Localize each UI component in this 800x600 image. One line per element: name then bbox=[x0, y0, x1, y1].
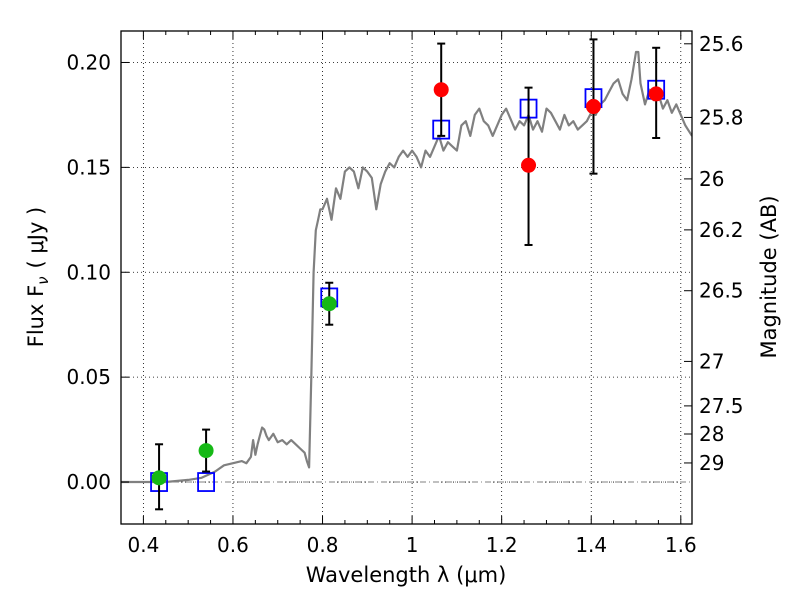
magnitude-tick-label: 25.8 bbox=[699, 105, 744, 129]
y-axis-label: Flux Fν ( μJy ) bbox=[24, 207, 52, 348]
y-tick-label: 0.00 bbox=[66, 470, 111, 494]
series-layer bbox=[121, 50, 692, 484]
model-square-marker bbox=[197, 472, 215, 492]
magnitude-tick-label: 26.5 bbox=[699, 279, 744, 303]
y-axis: 0.00 0.05 0.10 0.15 0.20 bbox=[66, 50, 129, 494]
x-tick-label: 1.2 bbox=[486, 533, 518, 557]
y-axis-label-subscript: ν bbox=[34, 276, 52, 284]
spectrum-line bbox=[121, 50, 692, 484]
magnitude-tick-label: 25.6 bbox=[699, 32, 744, 56]
magnitude-tick-label: 27.5 bbox=[699, 394, 744, 418]
x-axis: 0.4 0.6 0.8 1 1.2 1.4 1.6 bbox=[120, 31, 697, 557]
magnitude-tick-label: 26 bbox=[699, 167, 724, 191]
x-axis-label: Wavelength λ (μm) bbox=[306, 563, 507, 587]
y-tick-label: 0.05 bbox=[66, 365, 111, 389]
y-tick-label: 0.15 bbox=[66, 155, 111, 179]
magnitude-tick-label: 29 bbox=[699, 451, 724, 475]
y-tick-label: 0.10 bbox=[66, 260, 111, 284]
red-observed-point bbox=[648, 86, 664, 102]
x-tick-label: 1 bbox=[406, 533, 419, 557]
red-observed-point bbox=[521, 157, 537, 173]
red-observed-point bbox=[433, 82, 449, 98]
green-observed-point bbox=[151, 470, 167, 486]
markers-layer bbox=[150, 38, 666, 511]
green-observed-point bbox=[321, 296, 337, 312]
magnitude-tick-label: 27 bbox=[699, 349, 724, 373]
x-tick-label: 0.6 bbox=[217, 533, 249, 557]
y-axis-label-unit: ( μJy ) bbox=[24, 207, 48, 269]
magnitude-axis-label: Magnitude (AB) bbox=[757, 195, 781, 358]
y-axis-label-main: Flux F bbox=[24, 285, 48, 347]
x-tick-label: 0.4 bbox=[127, 533, 159, 557]
magnitude-tick-label: 28 bbox=[699, 422, 724, 446]
x-tick-label: 1.6 bbox=[665, 533, 697, 557]
x-tick-label: 1.4 bbox=[575, 533, 607, 557]
plot-area bbox=[121, 50, 692, 484]
magnitude-tick-label: 26.2 bbox=[699, 218, 744, 242]
green-observed-point bbox=[198, 443, 214, 459]
magnitude-axis: 25.6 25.8 26 26.2 26.5 27 27.5 28 29 bbox=[684, 32, 744, 475]
red-observed-point bbox=[585, 99, 601, 115]
plot-frame bbox=[120, 30, 693, 525]
x-tick-label: 0.8 bbox=[307, 533, 339, 557]
y-tick-label: 0.20 bbox=[66, 50, 111, 74]
